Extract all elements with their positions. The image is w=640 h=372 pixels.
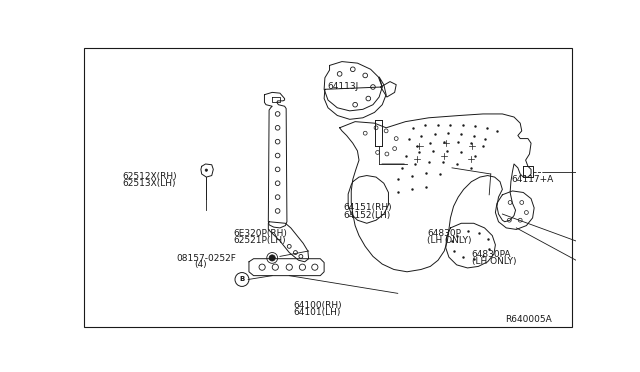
Text: 64101(LH): 64101(LH) — [293, 308, 340, 317]
Text: B: B — [239, 276, 244, 282]
Text: 64830PA: 64830PA — [472, 250, 511, 259]
Circle shape — [269, 255, 275, 261]
Text: 62512X(RH): 62512X(RH) — [122, 172, 177, 181]
Circle shape — [205, 169, 207, 171]
Text: (4): (4) — [194, 260, 207, 269]
Text: 6E320P(RH): 6E320P(RH) — [234, 229, 287, 238]
Text: 62521P(LH): 62521P(LH) — [234, 236, 286, 246]
Text: 62513X(LH): 62513X(LH) — [122, 179, 175, 188]
Text: (LH ONLY): (LH ONLY) — [428, 236, 472, 246]
Text: 64113J: 64113J — [327, 82, 358, 91]
Text: 64100(RH): 64100(RH) — [293, 301, 342, 310]
Text: (LH ONLY): (LH ONLY) — [472, 257, 516, 266]
Text: R640005A: R640005A — [506, 315, 552, 324]
Text: 64117+A: 64117+A — [511, 175, 554, 185]
Text: 64830P: 64830P — [428, 229, 461, 238]
Text: 08157-0252F: 08157-0252F — [177, 254, 237, 263]
Text: 64151(RH): 64151(RH) — [343, 203, 392, 212]
Text: 64152(LH): 64152(LH) — [343, 211, 390, 219]
